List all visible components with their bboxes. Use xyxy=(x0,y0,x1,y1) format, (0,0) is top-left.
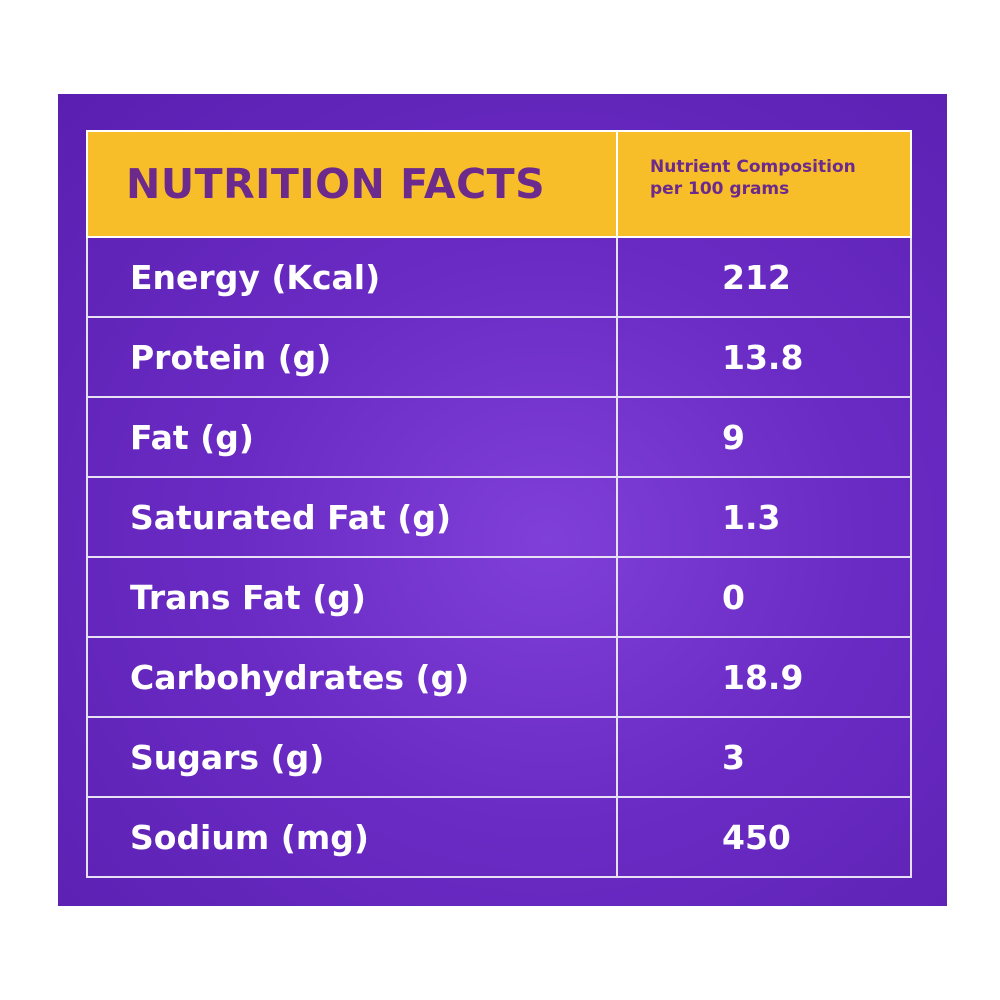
nutrient-name: Saturated Fat (g) xyxy=(86,476,618,558)
nutrient-value: 1.3 xyxy=(616,476,912,558)
nutrition-facts-table: NUTRITION FACTS Nutrient Composition per… xyxy=(86,130,912,878)
table-row: Carbohydrates (g) 18.9 xyxy=(86,636,912,718)
table-row: Sodium (mg) 450 xyxy=(86,796,912,878)
nutrient-name: Trans Fat (g) xyxy=(86,556,618,638)
table-row: Fat (g) 9 xyxy=(86,396,912,478)
table-header-row: NUTRITION FACTS Nutrient Composition per… xyxy=(86,130,912,238)
table-row: Protein (g) 13.8 xyxy=(86,316,912,398)
nutrient-value: 212 xyxy=(616,236,912,318)
nutrient-name: Sodium (mg) xyxy=(86,796,618,878)
table-row: Sugars (g) 3 xyxy=(86,716,912,798)
table-row: Energy (Kcal) 212 xyxy=(86,236,912,318)
table-row: Trans Fat (g) 0 xyxy=(86,556,912,638)
nutrient-name: Protein (g) xyxy=(86,316,618,398)
nutrient-value: 3 xyxy=(616,716,912,798)
nutrient-name: Carbohydrates (g) xyxy=(86,636,618,718)
nutrient-value: 9 xyxy=(616,396,912,478)
nutrient-name: Fat (g) xyxy=(86,396,618,478)
table-row: Saturated Fat (g) 1.3 xyxy=(86,476,912,558)
nutrient-value: 450 xyxy=(616,796,912,878)
subtitle-line-2: per 100 grams xyxy=(650,179,790,199)
nutrient-value: 18.9 xyxy=(616,636,912,718)
nutrient-value: 13.8 xyxy=(616,316,912,398)
nutrient-name: Sugars (g) xyxy=(86,716,618,798)
subtitle-line-1: Nutrient Composition xyxy=(650,157,856,177)
nutrition-facts-title: NUTRITION FACTS xyxy=(86,130,618,238)
nutrient-value: 0 xyxy=(616,556,912,638)
nutrient-composition-subtitle: Nutrient Composition per 100 grams xyxy=(616,130,912,238)
nutrient-name: Energy (Kcal) xyxy=(86,236,618,318)
